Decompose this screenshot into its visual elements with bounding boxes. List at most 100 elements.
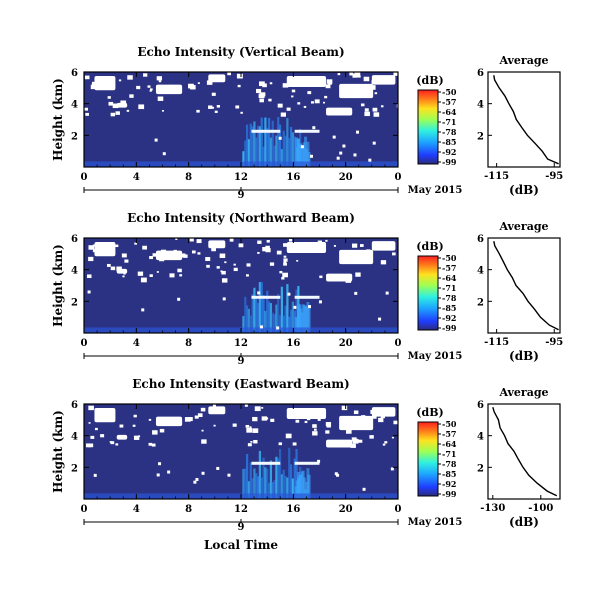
no-data-pixel [142,245,147,250]
month-year-label: May 2015 [408,185,463,196]
y-tick-label: 6 [71,234,78,245]
no-data-pixel [213,424,216,427]
no-data-pixel [158,80,162,83]
echo-column [278,315,282,333]
no-data-pixel [349,72,354,76]
echo-column [271,312,274,333]
no-data-pixel [221,278,228,283]
average-profile-line [493,241,559,331]
no-data-pixel [224,261,227,264]
no-data-patch [326,439,353,448]
no-data-pixel [236,73,243,79]
no-data-pixel [120,100,127,106]
no-data-pixel [333,245,337,247]
panel-title: Echo Intensity (Northward Beam) [127,211,355,225]
no-data-pixel [206,80,213,85]
no-data-pixel [159,428,165,433]
colorbar-tick-label: -92 [442,147,456,157]
panel-1: Echo Intensity (Northward Beam)0 4 8 12 16 20… [51,211,563,367]
no-data-pixel [392,252,396,256]
echo-column [295,289,298,333]
echo-column [247,308,251,333]
echo-column [267,301,271,333]
echo-column [307,151,311,167]
no-data-pixel [359,244,364,247]
no-data-pixel [161,249,167,254]
no-data-pixel [342,144,346,148]
no-data-pixel [339,151,343,155]
no-data-pixel [189,238,194,242]
no-data-pixel [325,239,328,242]
no-data-pixel [212,404,216,408]
no-data-pixel [259,81,265,87]
no-data-pixel [129,94,134,98]
no-data-patch [286,241,327,254]
echo-column [291,301,294,333]
echo-column [264,310,267,333]
average-y-tick-label: 6 [477,234,484,245]
echo-column [256,476,260,499]
colorbar [417,421,439,497]
no-data-pixel [265,248,271,253]
no-data-pixel [353,153,357,157]
echo-column [269,137,273,167]
bright-layer [251,461,281,465]
echo-column [282,469,285,499]
echo-column [267,482,271,499]
no-data-pixel [106,263,111,267]
no-data-pixel [179,274,183,277]
no-data-pixel [305,414,312,419]
enhanced-echo-band [242,282,311,333]
no-data-pixel [177,268,182,273]
no-data-pixel [108,101,114,106]
bright-layer [251,129,281,133]
x-tick-label: 4 [133,338,140,349]
no-data-pixel [110,112,116,117]
no-data-pixel [177,90,181,94]
colorbar-tick-label: -85 [442,469,456,479]
no-data-pixel [391,436,394,439]
no-data-patch [208,74,226,83]
no-data-pixel [387,408,394,413]
no-data-pixel [345,442,351,446]
echo-column [286,477,289,499]
no-data-pixel [312,126,316,130]
no-data-pixel [373,112,380,117]
y-tick-label: 2 [71,297,78,308]
no-data-pixel [369,85,376,90]
echo-column [284,135,287,167]
echo-column [242,151,245,167]
no-data-pixel [328,81,332,85]
no-data-pixel [384,441,388,444]
average-y-tick-label: 4 [477,266,484,277]
no-data-pixel [297,243,301,246]
no-data-pixel [219,253,226,258]
x-tick-label: 20 [339,172,353,183]
no-data-pixel [283,262,287,266]
no-data-pixel [357,75,361,78]
echo-column [289,126,293,167]
no-data-pixel [196,109,200,113]
no-data-pixel [88,443,94,448]
no-data-pixel [364,111,370,117]
no-data-pixel [220,270,223,273]
no-data-pixel [372,107,378,112]
no-data-patch [339,415,374,431]
no-data-pixel [363,76,370,82]
x-tick-label: 0 [81,504,88,515]
echo-column [269,303,273,333]
echo-column [242,316,245,333]
no-data-pixel [157,96,164,101]
no-data-pixel [127,75,133,80]
no-data-pixel [156,271,159,273]
no-data-pixel [261,416,268,421]
no-data-pixel [307,91,312,95]
no-data-pixel [291,89,296,93]
y-axis-label: Height (km) [51,78,65,161]
no-data-patch [94,75,116,91]
echo-column [307,308,311,333]
average-frame [487,237,561,334]
no-data-pixel [304,414,307,417]
no-data-pixel [149,256,153,260]
no-data-pixel [310,242,315,247]
